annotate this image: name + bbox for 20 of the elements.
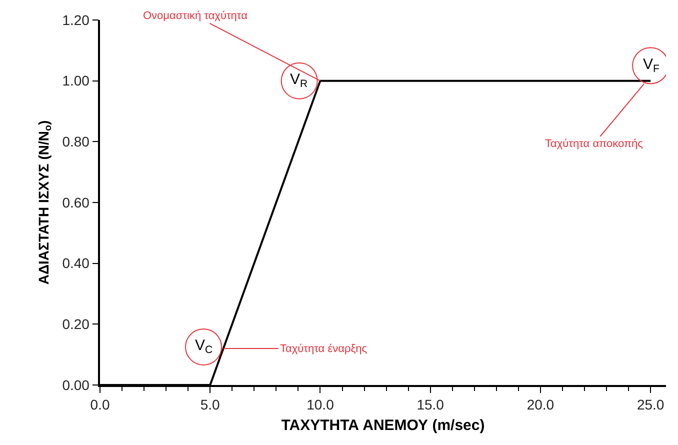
x-tick-label: 10.0 [306,396,334,413]
x-tick-label: 0.0 [90,396,110,413]
x-tick-label: 5.0 [200,396,220,413]
annotation: Ταχύτητα έναρξης [280,343,368,355]
y-tick-label: 0.20 [62,316,90,332]
x-axis-title: ΤΑΧΥΤΗΤΑ ΑΝΕΜΟΥ (m/sec) [281,417,485,434]
y-tick-label: 0.80 [62,134,90,150]
y-tick-label: 0.00 [62,376,90,393]
annotation: Ταχύτητα αποκοπής [545,138,643,150]
annotation: V$_{R}$ [290,71,308,90]
x-tick-label: 20.0 [526,396,554,413]
y-tick-label: 1.00 [62,72,90,89]
y-tick-label: 0.60 [62,194,90,210]
y-tick-label: 1.20 [62,12,90,28]
annotation: Ονομαστική ταχύτητα [143,10,248,22]
annotation: V$_{F}$ [643,56,660,76]
x-tick-label: 25.0 [636,396,664,413]
y-tick-label: 0.40 [62,255,90,272]
x-tick-label: 15.0 [416,396,444,413]
annotation: V$_{C}$ [195,337,214,356]
